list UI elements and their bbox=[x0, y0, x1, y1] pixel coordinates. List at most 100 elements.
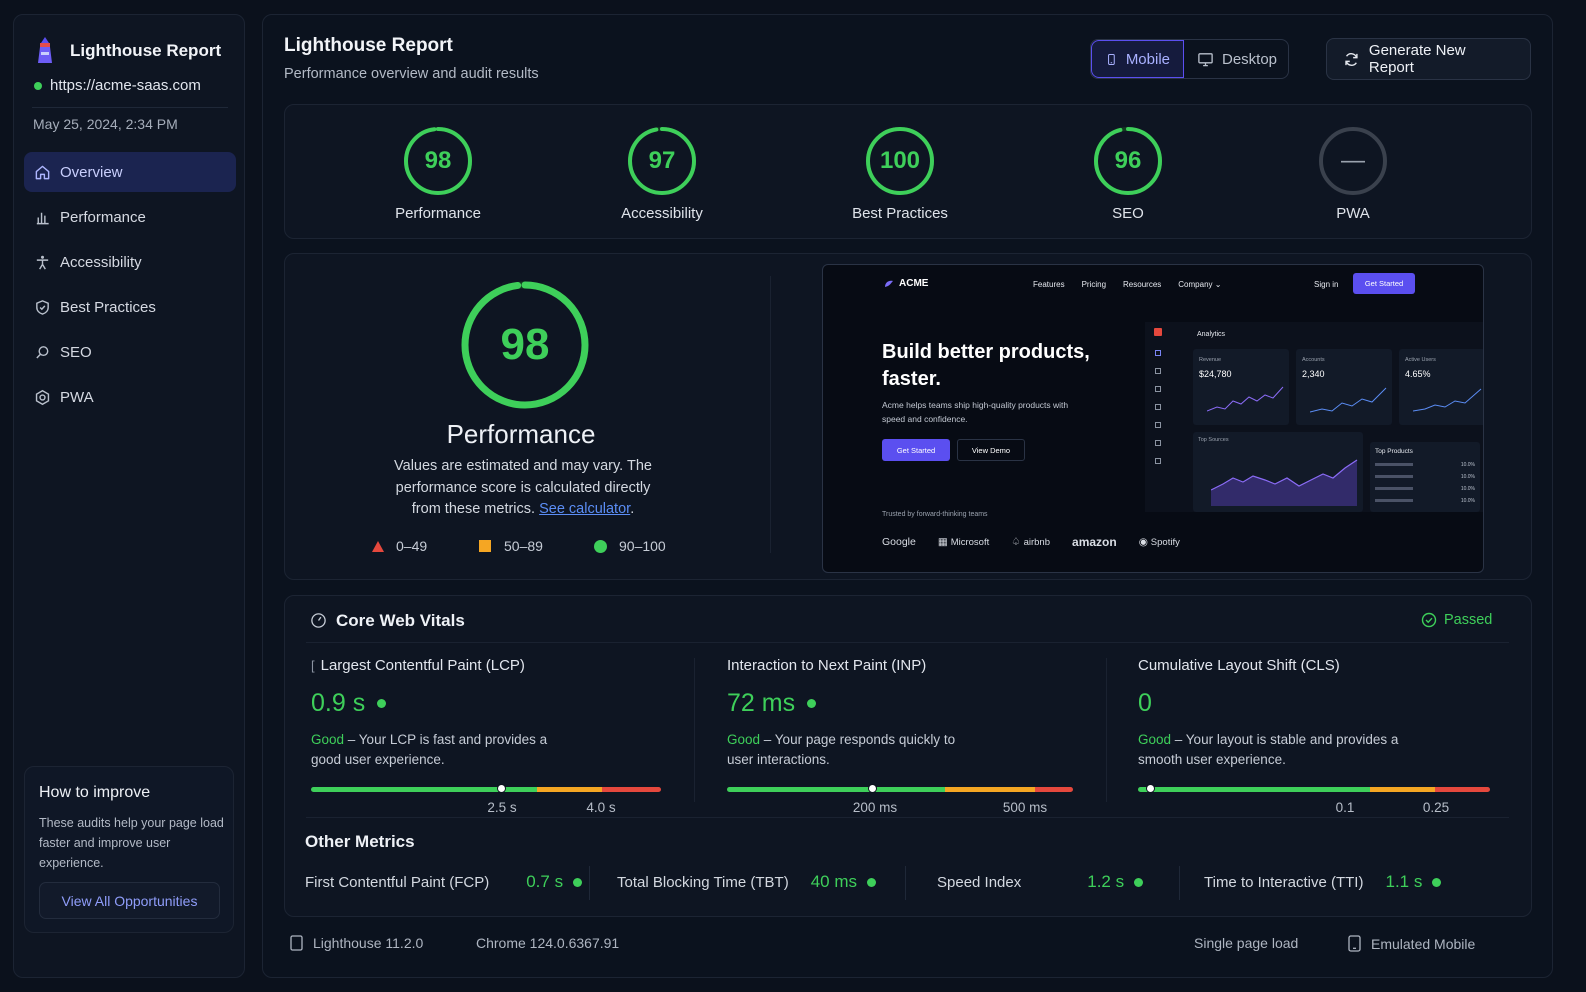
score-accessibility[interactable]: 97 Accessibility bbox=[582, 126, 742, 222]
metric-value-text: 0.7 s bbox=[526, 872, 564, 891]
generate-report-button[interactable]: Generate New Report bbox=[1326, 38, 1531, 80]
vital-marker bbox=[497, 784, 507, 793]
emulated-device-text: Emulated Mobile bbox=[1371, 935, 1476, 952]
divider bbox=[770, 276, 771, 553]
refresh-icon bbox=[1345, 52, 1358, 66]
score-pwa[interactable]: — PWA bbox=[1273, 126, 1433, 222]
divider bbox=[32, 107, 228, 108]
score-value: 96 bbox=[1114, 147, 1142, 174]
product-row: 10.0% bbox=[1375, 486, 1475, 492]
mobile-toggle-button[interactable]: Mobile bbox=[1091, 40, 1184, 78]
vital-value-text: 0 bbox=[1138, 689, 1152, 717]
shield-icon bbox=[36, 299, 49, 315]
vital-rating: Good bbox=[311, 732, 345, 747]
vital-value: 0 bbox=[1138, 689, 1490, 718]
vital-cls[interactable]: Cumulative Layout Shift (CLS) 0 Good – Y… bbox=[1138, 657, 1490, 815]
performance-score: 98 bbox=[500, 320, 550, 369]
preview-subtext: Acme helps teams ship high-quality produ… bbox=[882, 400, 1069, 424]
dashboard-card: Accounts 2,340 bbox=[1296, 349, 1392, 425]
metric-tbt[interactable]: Total Blocking Time (TBT) 40 ms bbox=[617, 872, 877, 892]
nav-item-label: Accessibility bbox=[60, 253, 142, 271]
nav-item-best-practices[interactable]: Best Practices bbox=[24, 287, 236, 327]
nav-item-seo[interactable]: SEO bbox=[24, 332, 236, 372]
vital-threshold-bar bbox=[1138, 784, 1490, 793]
product-value: 10.0% bbox=[1460, 498, 1475, 504]
logo-text: Spotify bbox=[1150, 537, 1180, 548]
logo-text: airbnb bbox=[1023, 537, 1051, 548]
score-gauge: — bbox=[1318, 126, 1388, 196]
metric-fcp[interactable]: First Contentful Paint (FCP) 0.7 s bbox=[305, 872, 583, 892]
score-seo[interactable]: 96 SEO bbox=[1048, 126, 1208, 222]
desktop-toggle-button[interactable]: Desktop bbox=[1184, 40, 1288, 78]
dash-icon bbox=[1155, 440, 1161, 446]
product-value: 10.0% bbox=[1460, 462, 1475, 468]
dashboard-products: Top Products 10.0% 10.0% 10.0% 10.0% bbox=[1370, 442, 1480, 512]
metric-value: 40 ms bbox=[811, 872, 877, 892]
metric-tti[interactable]: Time to Interactive (TTI) 1.1 s bbox=[1204, 872, 1442, 892]
bar-average bbox=[944, 787, 1035, 792]
products-title: Top Products bbox=[1375, 448, 1413, 455]
preview-nav-item: Pricing bbox=[1081, 280, 1107, 289]
vital-lcp[interactable]: [Largest Contentful Paint (LCP) 0.9 s Go… bbox=[311, 657, 661, 815]
card-sparkline bbox=[1207, 386, 1284, 412]
page-screenshot[interactable]: ACME Features Pricing Resources Company … bbox=[822, 264, 1484, 573]
preview-nav-item: Features bbox=[1033, 280, 1065, 289]
vital-threshold-bar bbox=[311, 784, 661, 793]
score-performance[interactable]: 98 Performance bbox=[358, 126, 518, 222]
card-sparkline bbox=[1310, 387, 1387, 413]
nav-item-overview[interactable]: Overview bbox=[24, 152, 236, 192]
improve-text: These audits help your page load faster … bbox=[39, 816, 224, 870]
bar-poor bbox=[1034, 787, 1073, 792]
score-best-practices[interactable]: 100 Best Practices bbox=[820, 126, 980, 222]
dashboard-side-icons bbox=[1155, 350, 1161, 480]
divider bbox=[306, 817, 1509, 818]
card-value: $24,780 bbox=[1199, 369, 1232, 379]
vital-desc-text: – Your layout is stable and provides a s… bbox=[1138, 732, 1399, 767]
bar-average bbox=[536, 787, 602, 792]
dashboard-area-chart bbox=[1211, 459, 1358, 506]
tick-label: 0.25 bbox=[1422, 800, 1450, 815]
metric-value: 1.2 s bbox=[1087, 872, 1144, 892]
vital-desc-text: – Your LCP is fast and provides a good u… bbox=[311, 732, 548, 767]
metric-value: 1.1 s bbox=[1385, 872, 1442, 892]
other-metrics-row: First Contentful Paint (FCP) 0.7 s Total… bbox=[305, 866, 1515, 900]
spotify-logo: ◉ Spotify bbox=[1138, 536, 1180, 548]
vital-rating: Good bbox=[727, 732, 761, 747]
accessibility-icon bbox=[36, 255, 49, 269]
see-calculator-link[interactable]: See calculator bbox=[539, 501, 631, 517]
card-label: Accounts bbox=[1302, 357, 1325, 363]
nav-item-accessibility[interactable]: Accessibility bbox=[24, 242, 236, 282]
nav-item-performance[interactable]: Performance bbox=[24, 197, 236, 237]
bar-chart-icon bbox=[36, 212, 49, 224]
performance-title: Performance bbox=[446, 419, 596, 449]
view-all-opportunities-button[interactable]: View All Opportunities bbox=[39, 882, 220, 919]
mobile-icon bbox=[1108, 53, 1115, 65]
circle-icon bbox=[594, 539, 607, 553]
device-toggle: Mobile Desktop bbox=[1090, 39, 1289, 79]
metric-speed-index[interactable]: Speed Index 1.2 s bbox=[937, 872, 1144, 892]
product-row: 10.0% bbox=[1375, 462, 1475, 468]
vital-rating: Good bbox=[1138, 732, 1172, 747]
microsoft-logo: ▦ Microsoft bbox=[937, 536, 990, 548]
dash-icon bbox=[1155, 350, 1161, 356]
google-logo: Google bbox=[882, 536, 916, 548]
bar-average bbox=[1370, 787, 1436, 792]
preview-nav: Features Pricing Resources Company ⌄ bbox=[1033, 280, 1221, 289]
sidebar: Lighthouse Report https://acme-saas.com … bbox=[13, 14, 245, 978]
tick-label: 2.5 s bbox=[487, 800, 517, 815]
emulated-device: Emulated Mobile bbox=[1348, 935, 1475, 952]
preview-sign-in: Sign in bbox=[1314, 280, 1339, 289]
preview-get-started-button: Get Started bbox=[1353, 273, 1415, 294]
dashboard-card: Active Users 4.65% bbox=[1399, 349, 1483, 425]
nav-item-pwa[interactable]: PWA bbox=[24, 377, 236, 417]
vital-inp[interactable]: Interaction to Next Paint (INP) 72 ms Go… bbox=[727, 657, 1073, 815]
card-sparkline bbox=[1413, 388, 1482, 412]
lighthouse-version-text: Lighthouse 11.2.0 bbox=[313, 935, 424, 951]
performance-gauge: 98 bbox=[459, 279, 591, 411]
metric-label: First Contentful Paint (FCP) bbox=[305, 873, 490, 891]
divider bbox=[1179, 866, 1180, 900]
preview-brand: ACME bbox=[883, 278, 928, 289]
site-url[interactable]: https://acme-saas.com bbox=[50, 77, 201, 94]
legend-label: 50–89 bbox=[504, 538, 543, 554]
metric-label: Time to Interactive (TTI) bbox=[1204, 873, 1364, 891]
